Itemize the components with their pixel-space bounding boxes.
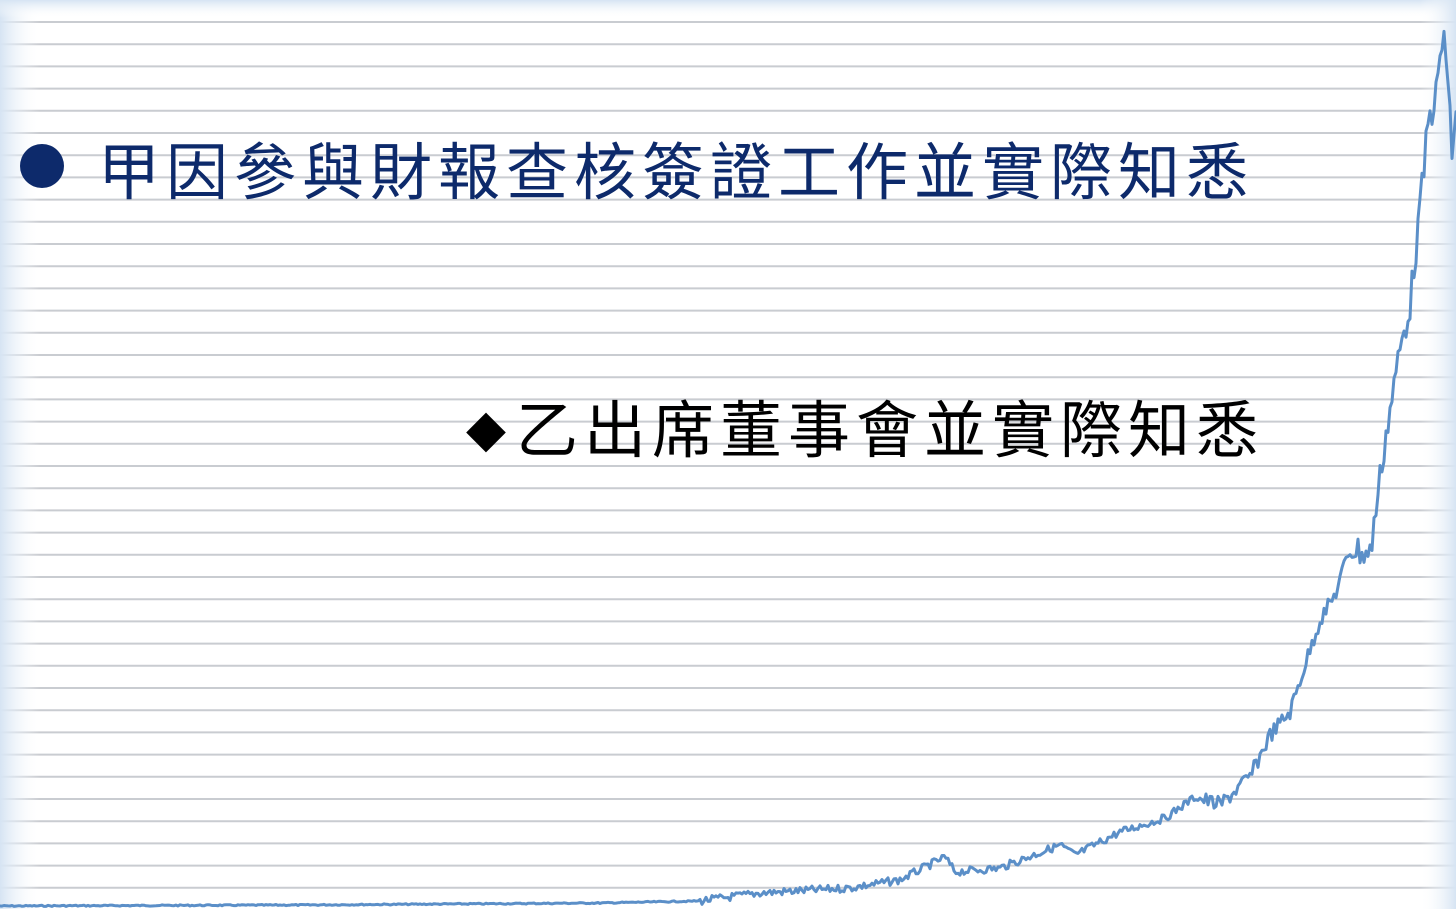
circle-bullet-icon xyxy=(20,144,64,188)
bullet-item-2: ◆乙出席董事會並實際知悉 xyxy=(466,400,1264,462)
bullet-text-2: 乙出席董事會並實際知悉 xyxy=(516,394,1265,467)
price-line xyxy=(0,29,1456,908)
horizontal-rule-lines xyxy=(0,21,1456,889)
bullet-text-1: 甲因參與財報查核簽證工作並實際知悉 xyxy=(98,136,1255,209)
bullet-item-1: 甲因參與財報查核簽證工作並實際知悉 xyxy=(20,142,1254,204)
diamond-bullet-icon: ◆ xyxy=(466,399,512,459)
